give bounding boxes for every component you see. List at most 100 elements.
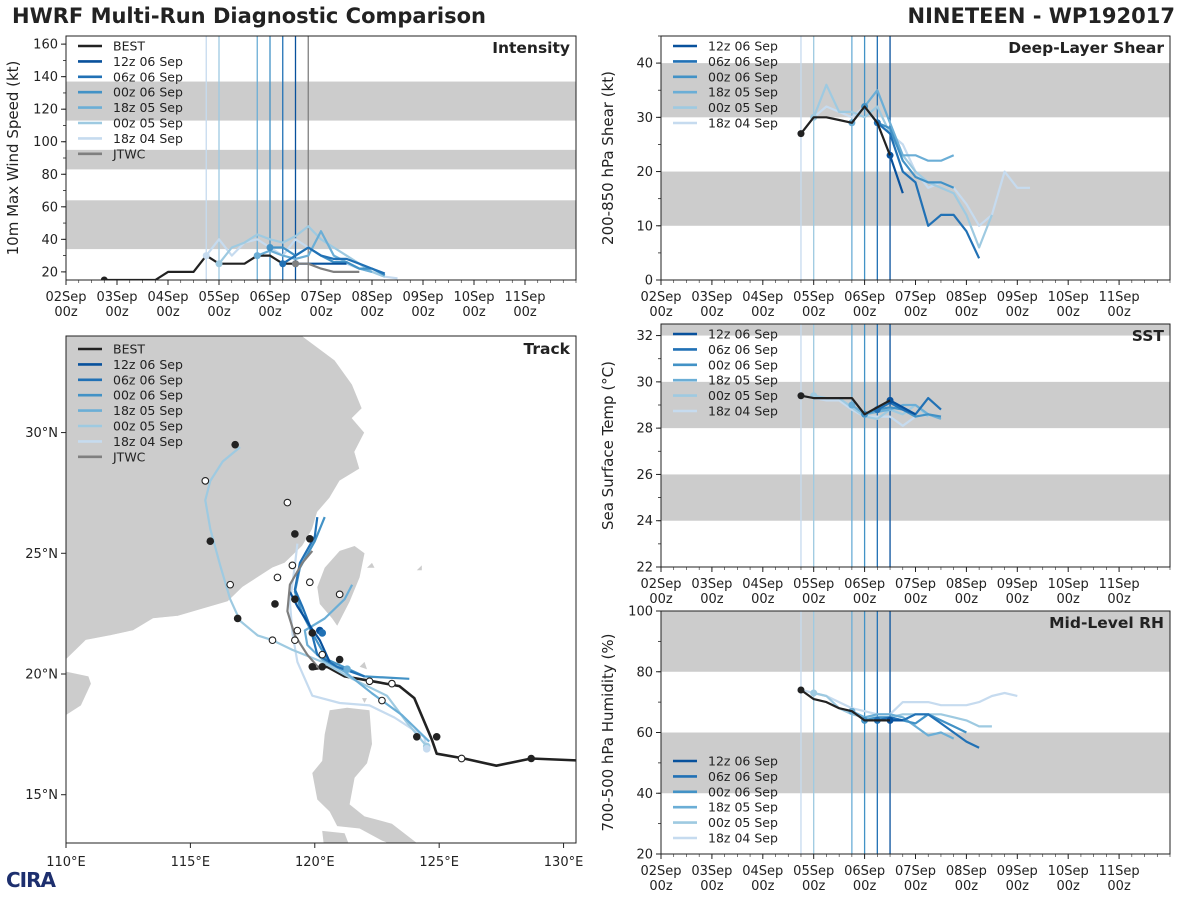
y-tick-label: 40 [41, 233, 58, 248]
panel-title: Track [524, 340, 571, 358]
x-tick-label-hour: 00z [802, 879, 826, 894]
y-tick-label: 25°N [25, 547, 58, 562]
x-tick-label-date: 10Sep [1048, 290, 1089, 305]
x-tick-label-date: 11Sep [504, 290, 545, 305]
x-tick-label-date: 05Sep [793, 290, 834, 305]
panel-shear: 01020304002Sep00z03Sep00z04Sep00z05Sep00… [599, 35, 1171, 320]
x-tick-label-hour: 00z [904, 305, 928, 320]
y-tick-label: 20 [41, 265, 58, 280]
y-tick-label: 32 [636, 329, 653, 344]
x-tick-label-hour: 00z [1006, 592, 1030, 607]
y-tick-label: 100 [33, 135, 58, 150]
x-tick-label-hour: 00z [1006, 879, 1030, 894]
y-tick-label: 28 [636, 422, 653, 437]
land-mainland-china [66, 336, 365, 660]
y-tick-label: 22 [636, 561, 653, 576]
best-track-point-filled [335, 655, 344, 664]
x-tick-label-hour: 00z [955, 879, 979, 894]
y-tick-label: 60 [636, 726, 653, 741]
track-line-06z-06-sep [293, 516, 365, 678]
y-tick-label: 120 [33, 103, 58, 118]
x-tick-label-date: 02Sep [45, 290, 86, 305]
series-start-point-12z-06-sep [886, 716, 894, 724]
legend-label-00z-05-sep: 00z 05 Sep [113, 419, 183, 434]
series-line-06z-06-sep [876, 121, 981, 259]
x-tick-label-date: 05Sep [793, 577, 834, 592]
series-line-00z-06-sep [270, 246, 386, 277]
y-tick-label: 160 [33, 38, 58, 53]
shade-band [661, 324, 1170, 336]
track-line-jtwc [286, 550, 321, 670]
series-line-best [800, 689, 890, 722]
land-small-island [362, 698, 367, 703]
x-tick-label: 130°E [544, 855, 584, 870]
best-track-point-open [388, 679, 396, 688]
legend-label-06z-06-sep: 06z 06 Sep [708, 769, 778, 784]
plot-area-intensity [66, 36, 576, 280]
x-tick-label-date: 04Sep [742, 290, 783, 305]
x-tick-label-date: 09Sep [402, 290, 443, 305]
best-track-point-filled [271, 600, 279, 608]
x-tick-label-hour: 00z [1006, 305, 1030, 320]
land-mindoro [322, 830, 349, 843]
series-line-18z-04-sep [800, 688, 1018, 716]
plot-area-shear [661, 36, 1170, 280]
series-line-12z-06-sep [889, 399, 917, 416]
series-start-point-best [797, 392, 805, 400]
x-tick-label-hour: 00z [360, 305, 384, 320]
land-small-island [382, 838, 397, 843]
best-track-point-filled [318, 662, 327, 671]
x-tick-label-hour: 00z [1107, 305, 1131, 320]
x-tick-label-date: 08Sep [946, 864, 987, 879]
x-tick-label-hour: 00z [54, 305, 78, 320]
y-tick-label: 100 [628, 605, 653, 620]
y-tick-label: 140 [33, 70, 58, 85]
legend-label-18z-04-sep: 18z 04 Sep [708, 116, 778, 131]
x-tick-label-hour: 00z [207, 305, 231, 320]
best-track-point-open [318, 650, 327, 659]
x-tick-label-date: 09Sep [997, 864, 1038, 879]
x-tick-label-date: 03Sep [691, 864, 732, 879]
x-tick-label-date: 06Sep [844, 864, 885, 879]
best-track-point-open [365, 677, 374, 686]
x-tick-label-hour: 00z [309, 305, 333, 320]
track-point-06z-06-sep [318, 629, 327, 637]
series-start-point-18z-04-sep [202, 252, 210, 260]
panel-title: Intensity [492, 39, 570, 57]
x-tick-label-hour: 00z [802, 592, 826, 607]
x-tick-label-date: 03Sep [96, 290, 137, 305]
x-tick-label-hour: 00z [751, 592, 775, 607]
x-tick-label-date: 02Sep [640, 577, 681, 592]
series-line-best [104, 254, 296, 280]
best-track-point-open [268, 636, 277, 645]
x-tick-label-hour: 00z [955, 305, 979, 320]
best-track-point-filled [306, 535, 314, 543]
track-line-18z-04-sep [288, 543, 428, 750]
y-tick-label: 10 [636, 219, 653, 234]
y-axis-label: Sea Surface Temp (°C) [599, 361, 617, 530]
cira-logo: CIRA [6, 868, 56, 892]
track-line-18z-05-sep [303, 584, 430, 743]
x-tick-label-date: 07Sep [895, 577, 936, 592]
x-tick-label-date: 02Sep [640, 290, 681, 305]
x-tick-label-date: 06Sep [844, 290, 885, 305]
legend-label-12z-06-sep: 12z 06 Sep [113, 54, 183, 69]
x-tick-label-date: 04Sep [742, 864, 783, 879]
series-start-point-18z-05-sep [848, 401, 856, 409]
x-tick-label-hour: 00z [751, 305, 775, 320]
x-tick-label-date: 03Sep [691, 290, 732, 305]
best-track-point-open [305, 578, 314, 587]
x-tick-label-hour: 00z [1057, 879, 1081, 894]
series-line-18z-05-sep [851, 89, 955, 162]
x-tick-label-date: 03Sep [691, 577, 732, 592]
best-track-point-open [457, 754, 466, 763]
legend-label-06z-06-sep: 06z 06 Sep [708, 342, 778, 357]
x-tick-label-hour: 00z [1107, 879, 1131, 894]
best-track-point-filled [291, 530, 299, 538]
best-track-point-open [335, 590, 344, 599]
series-line-best [800, 105, 892, 156]
x-tick-label-hour: 00z [700, 879, 724, 894]
x-tick-label-date: 07Sep [895, 290, 936, 305]
y-tick-label: 40 [636, 57, 653, 72]
